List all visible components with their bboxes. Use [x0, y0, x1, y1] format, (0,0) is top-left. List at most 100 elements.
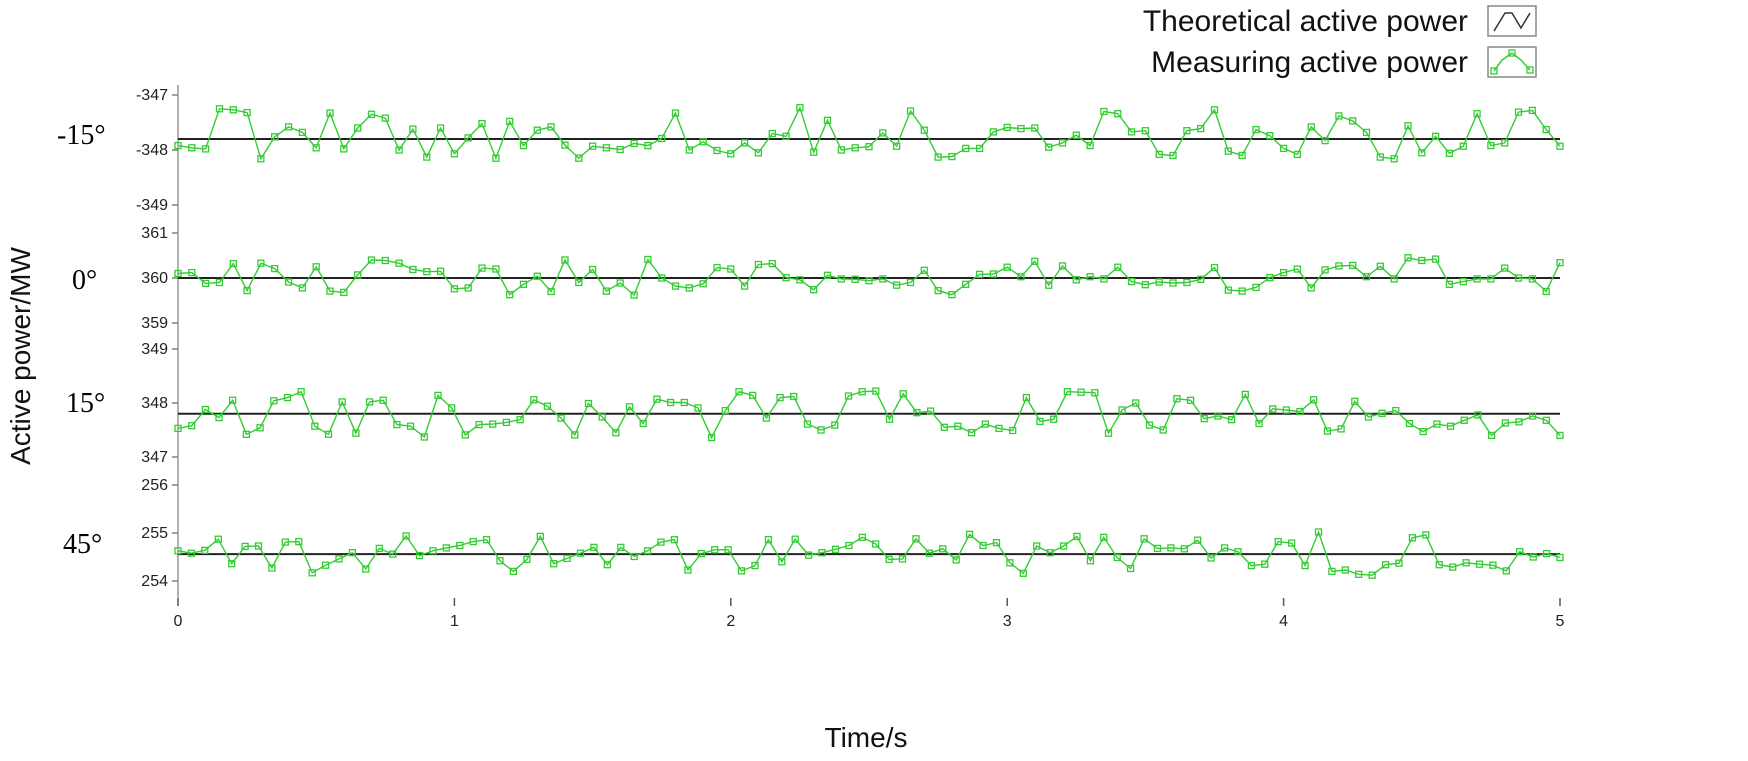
x-tick-label: 3	[1003, 613, 1012, 630]
measured-point	[1274, 537, 1282, 546]
measured-point	[475, 420, 483, 429]
measured-line	[177, 257, 1561, 297]
measured-point	[496, 557, 504, 565]
measured-point	[270, 397, 278, 405]
measured-point	[242, 430, 251, 438]
measured-point	[321, 561, 330, 569]
measured-point	[174, 547, 182, 555]
measured-point	[1145, 421, 1154, 429]
measured-point	[215, 278, 224, 287]
measured-point	[284, 278, 293, 286]
measured-point	[1473, 275, 1481, 283]
measured-point	[229, 259, 237, 268]
measured-point	[858, 388, 866, 396]
measured-point	[658, 274, 666, 282]
measured-point	[1183, 278, 1191, 287]
measured-point	[464, 284, 472, 292]
measured-point	[1556, 553, 1564, 562]
measured-point	[557, 414, 565, 422]
measured-point	[575, 278, 583, 287]
measured-point	[666, 398, 675, 407]
y-tick-label: 361	[141, 225, 168, 242]
measured-point	[478, 264, 486, 272]
measured-point	[324, 430, 333, 438]
measured-point	[1197, 275, 1205, 283]
measured-point	[995, 424, 1003, 433]
measured-point	[831, 421, 839, 429]
measured-point	[925, 549, 934, 557]
panel-3: 256 255 254	[141, 477, 1564, 590]
measured-point	[644, 255, 652, 264]
measured-point	[1132, 399, 1140, 407]
measured-point	[1473, 110, 1481, 118]
measured-point	[456, 541, 464, 550]
measured-point	[796, 276, 804, 284]
measured-point	[519, 280, 528, 288]
measured-point	[1031, 124, 1039, 132]
measured-point	[1141, 281, 1150, 289]
y-axis-title: Active power/MW	[5, 247, 36, 465]
measured-point	[1404, 254, 1412, 262]
measured-point	[796, 104, 804, 112]
measured-point	[1307, 284, 1315, 292]
measured-point	[1247, 561, 1256, 570]
measured-point	[837, 146, 846, 154]
measured-point	[241, 542, 249, 551]
measured-point	[721, 406, 729, 415]
measured-point	[1355, 570, 1363, 578]
measured-point	[1220, 544, 1229, 552]
measured-point	[975, 144, 984, 153]
panel-label-45: 45°	[63, 529, 102, 560]
measured-point	[962, 144, 970, 153]
measured-point	[188, 268, 196, 277]
measured-point	[536, 532, 544, 541]
measured-point	[1279, 144, 1288, 153]
measured-point	[395, 259, 403, 267]
measured-point	[865, 143, 873, 151]
measured-point	[920, 126, 928, 134]
measured-point	[1390, 275, 1398, 283]
measured-point	[1252, 283, 1260, 292]
measured-point	[625, 403, 634, 411]
measured-point	[423, 153, 431, 161]
measured-point	[271, 133, 279, 141]
measured-point	[1433, 420, 1441, 428]
measured-point	[1542, 125, 1550, 134]
measured-point	[1542, 287, 1550, 296]
measured-point	[1556, 259, 1564, 267]
measured-point	[1422, 531, 1430, 539]
x-tick-label: 1	[450, 613, 459, 630]
measured-point	[1214, 412, 1222, 420]
measured-point	[308, 569, 316, 577]
measured-point	[365, 398, 374, 406]
measured-point	[1282, 406, 1290, 414]
legend-swatch-measured	[1487, 46, 1537, 78]
measured-point	[1301, 561, 1309, 570]
measured-point	[1059, 542, 1068, 550]
measured-point	[1335, 112, 1343, 120]
measured-point	[1474, 411, 1482, 419]
measured-point	[464, 134, 472, 142]
measured-point	[940, 423, 948, 431]
measured-point	[602, 144, 611, 152]
measured-point	[1542, 416, 1550, 424]
measured-point	[892, 142, 901, 150]
measured-point	[312, 144, 320, 152]
measured-point	[1180, 545, 1188, 553]
measured-point	[885, 415, 894, 423]
measured-point	[1019, 569, 1027, 577]
measured-point	[588, 142, 597, 150]
measured-point	[409, 125, 417, 133]
measured-point	[1086, 273, 1094, 281]
measured-point	[962, 280, 970, 288]
measured-point	[1072, 276, 1080, 284]
measured-point	[576, 549, 585, 557]
measured-point	[509, 567, 518, 576]
panel-label-15: 15°	[66, 388, 105, 419]
measured-point	[311, 422, 319, 430]
measured-point	[561, 256, 569, 264]
measured-point	[776, 393, 784, 402]
measured-point	[1368, 571, 1376, 579]
measured-point	[1341, 566, 1349, 574]
